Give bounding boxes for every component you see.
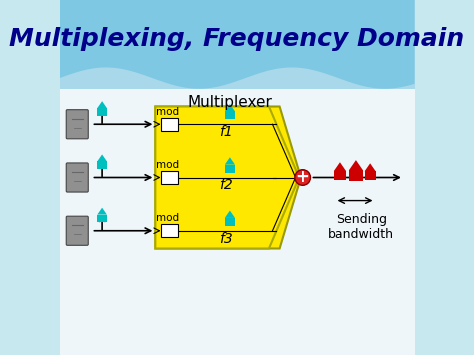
Polygon shape [97,208,107,214]
Polygon shape [225,211,235,218]
Bar [225,111,235,119]
Bar [97,214,107,222]
Polygon shape [97,154,107,161]
Bar [97,161,107,169]
Polygon shape [97,101,107,108]
Circle shape [295,170,310,185]
FancyBboxPatch shape [161,118,178,131]
Text: Sending
bandwidth: Sending bandwidth [328,213,394,241]
Bar [365,171,376,180]
Text: mod: mod [156,213,179,223]
Polygon shape [365,163,376,171]
Bar [225,218,235,226]
Polygon shape [225,157,235,165]
Text: Multiplexer: Multiplexer [187,95,273,110]
Text: f2: f2 [219,178,233,192]
FancyBboxPatch shape [66,110,88,139]
Text: Multiplexing, Frequency Domain: Multiplexing, Frequency Domain [9,27,465,51]
FancyBboxPatch shape [66,163,88,192]
Text: f3: f3 [219,231,233,246]
Bar [349,170,363,181]
Text: mod: mod [156,107,179,117]
FancyBboxPatch shape [60,0,414,89]
PathPatch shape [60,0,414,89]
Bar [97,108,107,116]
FancyBboxPatch shape [60,89,414,355]
FancyBboxPatch shape [161,224,178,237]
Text: +: + [296,169,310,186]
Bar [225,165,235,173]
Polygon shape [334,162,346,171]
Polygon shape [155,106,301,248]
Polygon shape [155,106,299,248]
Text: f1: f1 [219,125,233,139]
FancyBboxPatch shape [161,171,178,184]
Polygon shape [349,160,363,170]
FancyBboxPatch shape [66,216,88,245]
Bar [334,171,346,180]
Text: mod: mod [156,160,179,170]
Polygon shape [225,104,235,111]
